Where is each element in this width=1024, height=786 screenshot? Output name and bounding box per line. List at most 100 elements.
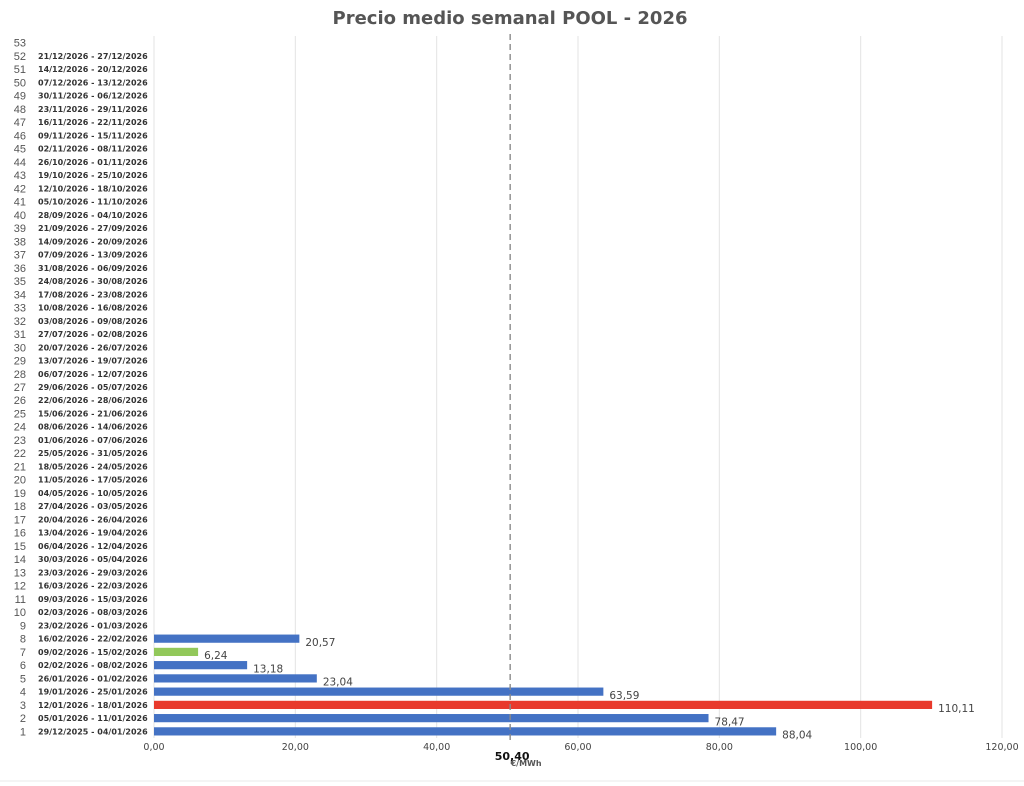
week-range-label: 19/01/2026 - 25/01/2026 — [38, 688, 148, 697]
week-number: 16 — [14, 528, 26, 540]
bar — [154, 700, 933, 709]
week-range-label: 31/08/2026 - 06/09/2026 — [38, 264, 148, 273]
week-number: 40 — [14, 210, 26, 222]
week-number: 43 — [14, 170, 26, 182]
average-value-label: 50,40 — [495, 750, 530, 763]
week-number: 47 — [14, 117, 26, 129]
week-number: 46 — [14, 130, 26, 142]
data-label: 110,11 — [938, 703, 975, 715]
bar — [154, 674, 317, 683]
week-range-label: 22/06/2026 - 28/06/2026 — [38, 396, 148, 405]
week-range-label: 21/09/2026 - 27/09/2026 — [38, 224, 148, 233]
week-number: 34 — [14, 289, 26, 301]
week-range-label: 20/07/2026 - 26/07/2026 — [38, 343, 148, 352]
week-range-label: 03/08/2026 - 09/08/2026 — [38, 317, 148, 326]
week-range-label: 27/07/2026 - 02/08/2026 — [38, 330, 148, 339]
week-range-label: 25/05/2026 - 31/05/2026 — [38, 449, 148, 458]
week-range-label: 08/06/2026 - 14/06/2026 — [38, 423, 148, 432]
week-number: 9 — [20, 620, 26, 632]
week-range-label: 13/07/2026 - 19/07/2026 — [38, 357, 148, 366]
week-number: 32 — [14, 316, 26, 328]
week-number: 2 — [20, 713, 26, 725]
y-axis-labels: 1 29/12/2025 - 04/01/2026 2 05/01/2026 - 11… — [14, 38, 148, 739]
x-tick-label: 40,00 — [423, 742, 450, 753]
bar — [154, 727, 777, 736]
week-range-label: 16/03/2026 - 22/03/2026 — [38, 582, 148, 591]
week-range-label: 02/11/2026 - 08/11/2026 — [38, 145, 148, 154]
week-number: 37 — [14, 250, 26, 262]
week-number: 23 — [14, 435, 26, 447]
week-range-label: 14/09/2026 - 20/09/2026 — [38, 237, 148, 246]
week-number: 13 — [14, 567, 26, 579]
week-range-label: 15/06/2026 - 21/06/2026 — [38, 409, 148, 418]
x-tick-label: 80,00 — [706, 742, 733, 753]
bar — [154, 634, 300, 643]
week-number: 45 — [14, 144, 26, 156]
week-range-label: 10/08/2026 - 16/08/2026 — [38, 304, 148, 313]
week-range-label: 23/11/2026 - 29/11/2026 — [38, 105, 148, 114]
week-number: 28 — [14, 369, 26, 381]
bars — [154, 634, 933, 736]
x-tick-label: 20,00 — [282, 742, 309, 753]
week-range-label: 11/05/2026 - 17/05/2026 — [38, 476, 148, 485]
data-label: 13,18 — [253, 663, 283, 675]
data-label: 20,57 — [305, 637, 335, 649]
data-label: 6,24 — [204, 650, 228, 662]
week-number: 7 — [20, 647, 26, 659]
week-number: 21 — [14, 461, 26, 473]
week-range-label: 29/06/2026 - 05/07/2026 — [38, 383, 148, 392]
bar — [154, 714, 709, 723]
data-label: 88,04 — [782, 730, 812, 742]
x-tick-label: 120,00 — [985, 742, 1018, 753]
week-number: 17 — [14, 514, 26, 526]
week-range-label: 06/07/2026 - 12/07/2026 — [38, 370, 148, 379]
week-range-label: 30/03/2026 - 05/04/2026 — [38, 555, 148, 564]
week-range-label: 23/03/2026 - 29/03/2026 — [38, 568, 148, 577]
data-label: 78,47 — [715, 716, 745, 728]
week-range-label: 23/02/2026 - 01/03/2026 — [38, 621, 148, 630]
week-number: 22 — [14, 448, 26, 460]
data-label: 63,59 — [609, 690, 639, 702]
x-tick-label: 0,00 — [143, 742, 164, 753]
week-range-label: 19/10/2026 - 25/10/2026 — [38, 171, 148, 180]
week-range-label: 12/01/2026 - 18/01/2026 — [38, 701, 148, 710]
week-number: 48 — [14, 104, 26, 116]
week-range-label: 04/05/2026 - 10/05/2026 — [38, 489, 148, 498]
week-number: 14 — [14, 554, 26, 566]
x-tick-label: 100,00 — [844, 742, 877, 753]
week-number: 49 — [14, 91, 26, 103]
week-range-label: 07/12/2026 - 13/12/2026 — [38, 78, 148, 87]
week-number: 41 — [14, 197, 26, 209]
week-range-label: 09/03/2026 - 15/03/2026 — [38, 595, 148, 604]
week-range-label: 26/01/2026 - 01/02/2026 — [38, 674, 148, 683]
chart-title: Precio medio semanal POOL - 2026 — [333, 8, 688, 29]
week-range-label: 24/08/2026 - 30/08/2026 — [38, 277, 148, 286]
week-range-label: 12/10/2026 - 18/10/2026 — [38, 184, 148, 193]
week-number: 35 — [14, 276, 26, 288]
gridlines — [153, 36, 1003, 738]
week-range-label: 20/04/2026 - 26/04/2026 — [38, 515, 148, 524]
week-range-label: 02/03/2026 - 08/03/2026 — [38, 608, 148, 617]
week-range-label: 16/11/2026 - 22/11/2026 — [38, 118, 148, 127]
week-number: 19 — [14, 488, 26, 500]
week-number: 11 — [15, 594, 26, 606]
week-range-label: 21/12/2026 - 27/12/2026 — [38, 52, 148, 61]
x-axis-title: €/MWh — [510, 759, 542, 768]
week-number: 29 — [14, 356, 26, 368]
week-number: 36 — [14, 263, 26, 275]
week-range-label: 02/02/2026 - 08/02/2026 — [38, 661, 148, 670]
week-number: 30 — [14, 342, 26, 354]
week-range-label: 05/10/2026 - 11/10/2026 — [38, 198, 148, 207]
week-number: 26 — [14, 395, 26, 407]
bar — [154, 687, 604, 696]
week-number: 27 — [14, 382, 26, 394]
bar — [154, 647, 199, 657]
week-number: 52 — [14, 51, 26, 63]
week-number: 1 — [20, 726, 26, 738]
week-range-label: 28/09/2026 - 04/10/2026 — [38, 211, 148, 220]
week-range-label: 13/04/2026 - 19/04/2026 — [38, 529, 148, 538]
week-number: 39 — [14, 223, 26, 235]
week-number: 33 — [14, 303, 26, 315]
week-number: 53 — [14, 38, 26, 50]
